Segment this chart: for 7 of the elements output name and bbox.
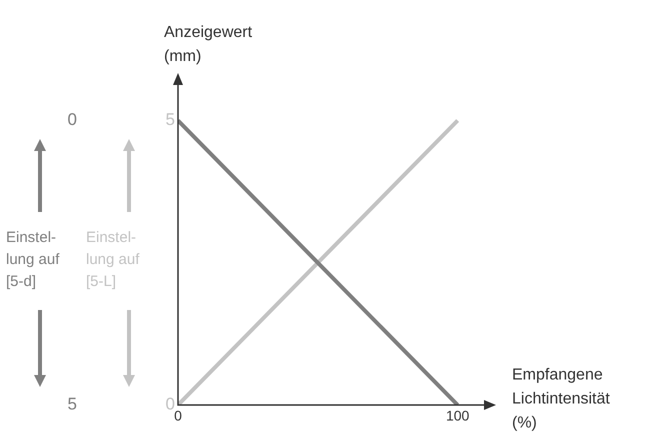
text: Einstel- lung auf [5-d] [6, 229, 60, 290]
y-axis-title: Anzeigewert (mm) [164, 24, 253, 65]
y2-tick-label: 0 [68, 110, 78, 130]
y2-tick-label: 5 [68, 394, 78, 414]
x-tick-label: 100 [446, 407, 470, 424]
x-axis-title: Empfangene Lichtintensität (%) [512, 366, 610, 432]
text: Einstel- lung auf [5-L] [86, 229, 140, 290]
